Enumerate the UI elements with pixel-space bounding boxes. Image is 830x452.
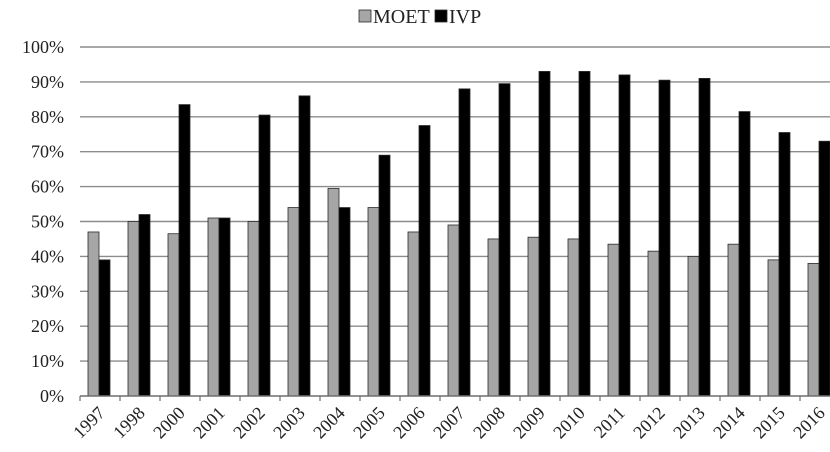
y-tick-label: 20%	[31, 316, 64, 336]
x-tick-label: 2010	[549, 403, 589, 443]
bar-moet-2015	[767, 259, 780, 397]
legend: MOET IVP	[358, 6, 481, 28]
x-tick-label: 2002	[229, 403, 269, 443]
bar-ivp-2015	[778, 132, 791, 397]
x-tick-label: 2013	[669, 403, 709, 443]
bar-moet-2008	[487, 238, 500, 397]
bar-moet-2004	[327, 187, 340, 397]
bar-moet-2005	[367, 207, 380, 397]
legend-swatch-ivp	[434, 9, 448, 23]
bar-ivp-2001	[218, 217, 231, 397]
bar-moet-1998	[127, 221, 140, 397]
y-tick-label: 90%	[31, 72, 64, 92]
bar-moet-2006	[407, 231, 420, 397]
x-axis-tick-labels: 1997 1998 2000 2001 2002 2003 2004 2005 2006 2007…	[69, 396, 829, 442]
bar-moet-2016	[807, 262, 820, 397]
bar-moet-2003	[287, 207, 300, 397]
y-tick-label: 80%	[31, 107, 64, 127]
y-tick-label: 100%	[22, 37, 64, 57]
y-tick-label: 0%	[40, 386, 64, 406]
x-tick-label: 2005	[349, 403, 389, 443]
legend-label-moet: MOET	[373, 6, 430, 28]
bar-ivp-2012	[658, 79, 671, 397]
bar-ivp-2016	[818, 140, 830, 397]
x-tick-label: 2009	[509, 403, 549, 443]
bar-ivp-2005	[378, 154, 391, 397]
bar-ivp-2011	[618, 74, 631, 397]
bar-moet-2011	[607, 243, 620, 397]
bar-moet-2012	[647, 250, 660, 397]
y-tick-label: 60%	[31, 177, 64, 197]
y-axis-tick-labels: 0% 10% 20% 30% 40% 50% 60% 70% 80% 90% 100%	[22, 37, 64, 406]
bar-ivp-2004	[338, 207, 351, 397]
legend-swatch-moet	[358, 9, 372, 23]
bar-moet-2013	[687, 255, 700, 397]
legend-label-ivp: IVP	[449, 6, 481, 28]
y-tick-label: 70%	[31, 142, 64, 162]
x-tick-label: 2003	[269, 403, 309, 443]
bar-ivp-2002	[258, 114, 271, 397]
bar-ivp-2009	[538, 71, 551, 397]
bar-moet-2007	[447, 224, 460, 397]
bar-ivp-1998	[138, 214, 151, 397]
x-tick-label: 2007	[429, 403, 469, 443]
bars	[87, 71, 830, 397]
bar-ivp-2003	[298, 95, 311, 397]
x-tick-label: 2011	[590, 403, 629, 442]
y-tick-label: 30%	[31, 281, 64, 301]
x-tick-label: 2016	[789, 403, 829, 443]
y-tick-label: 10%	[31, 351, 64, 371]
bar-moet-1997	[87, 231, 100, 397]
bar-ivp-2006	[418, 125, 431, 397]
bar-moet-2001	[207, 217, 220, 397]
x-tick-label: 2008	[469, 403, 509, 443]
gridlines	[80, 46, 830, 362]
bar-moet-2002	[247, 221, 260, 397]
y-tick-label: 50%	[31, 212, 64, 232]
bar-moet-2014	[727, 243, 740, 397]
bar-moet-2000	[167, 233, 180, 397]
bar-ivp-2008	[498, 83, 511, 397]
x-tick-label: 1998	[109, 403, 149, 443]
x-tick-label: 2001	[189, 403, 229, 443]
x-tick-label: 2000	[149, 403, 189, 443]
x-tick-label: 2015	[749, 403, 789, 443]
x-tick-label: 2012	[629, 403, 669, 443]
x-tick-label: 2004	[309, 403, 349, 443]
bar-ivp-2000	[178, 104, 191, 397]
y-tick-label: 40%	[31, 246, 64, 266]
bar-ivp-2014	[738, 111, 751, 397]
bar-ivp-1997	[98, 259, 111, 397]
bar-moet-2009	[527, 236, 540, 397]
x-tick-label: 2006	[389, 403, 429, 443]
bar-moet-2010	[567, 238, 580, 397]
bar-ivp-2010	[578, 71, 591, 397]
x-tick-label: 2014	[709, 403, 749, 443]
bar-ivp-2013	[698, 78, 711, 397]
bar-ivp-2007	[458, 88, 471, 397]
x-tick-label: 1997	[69, 403, 109, 443]
